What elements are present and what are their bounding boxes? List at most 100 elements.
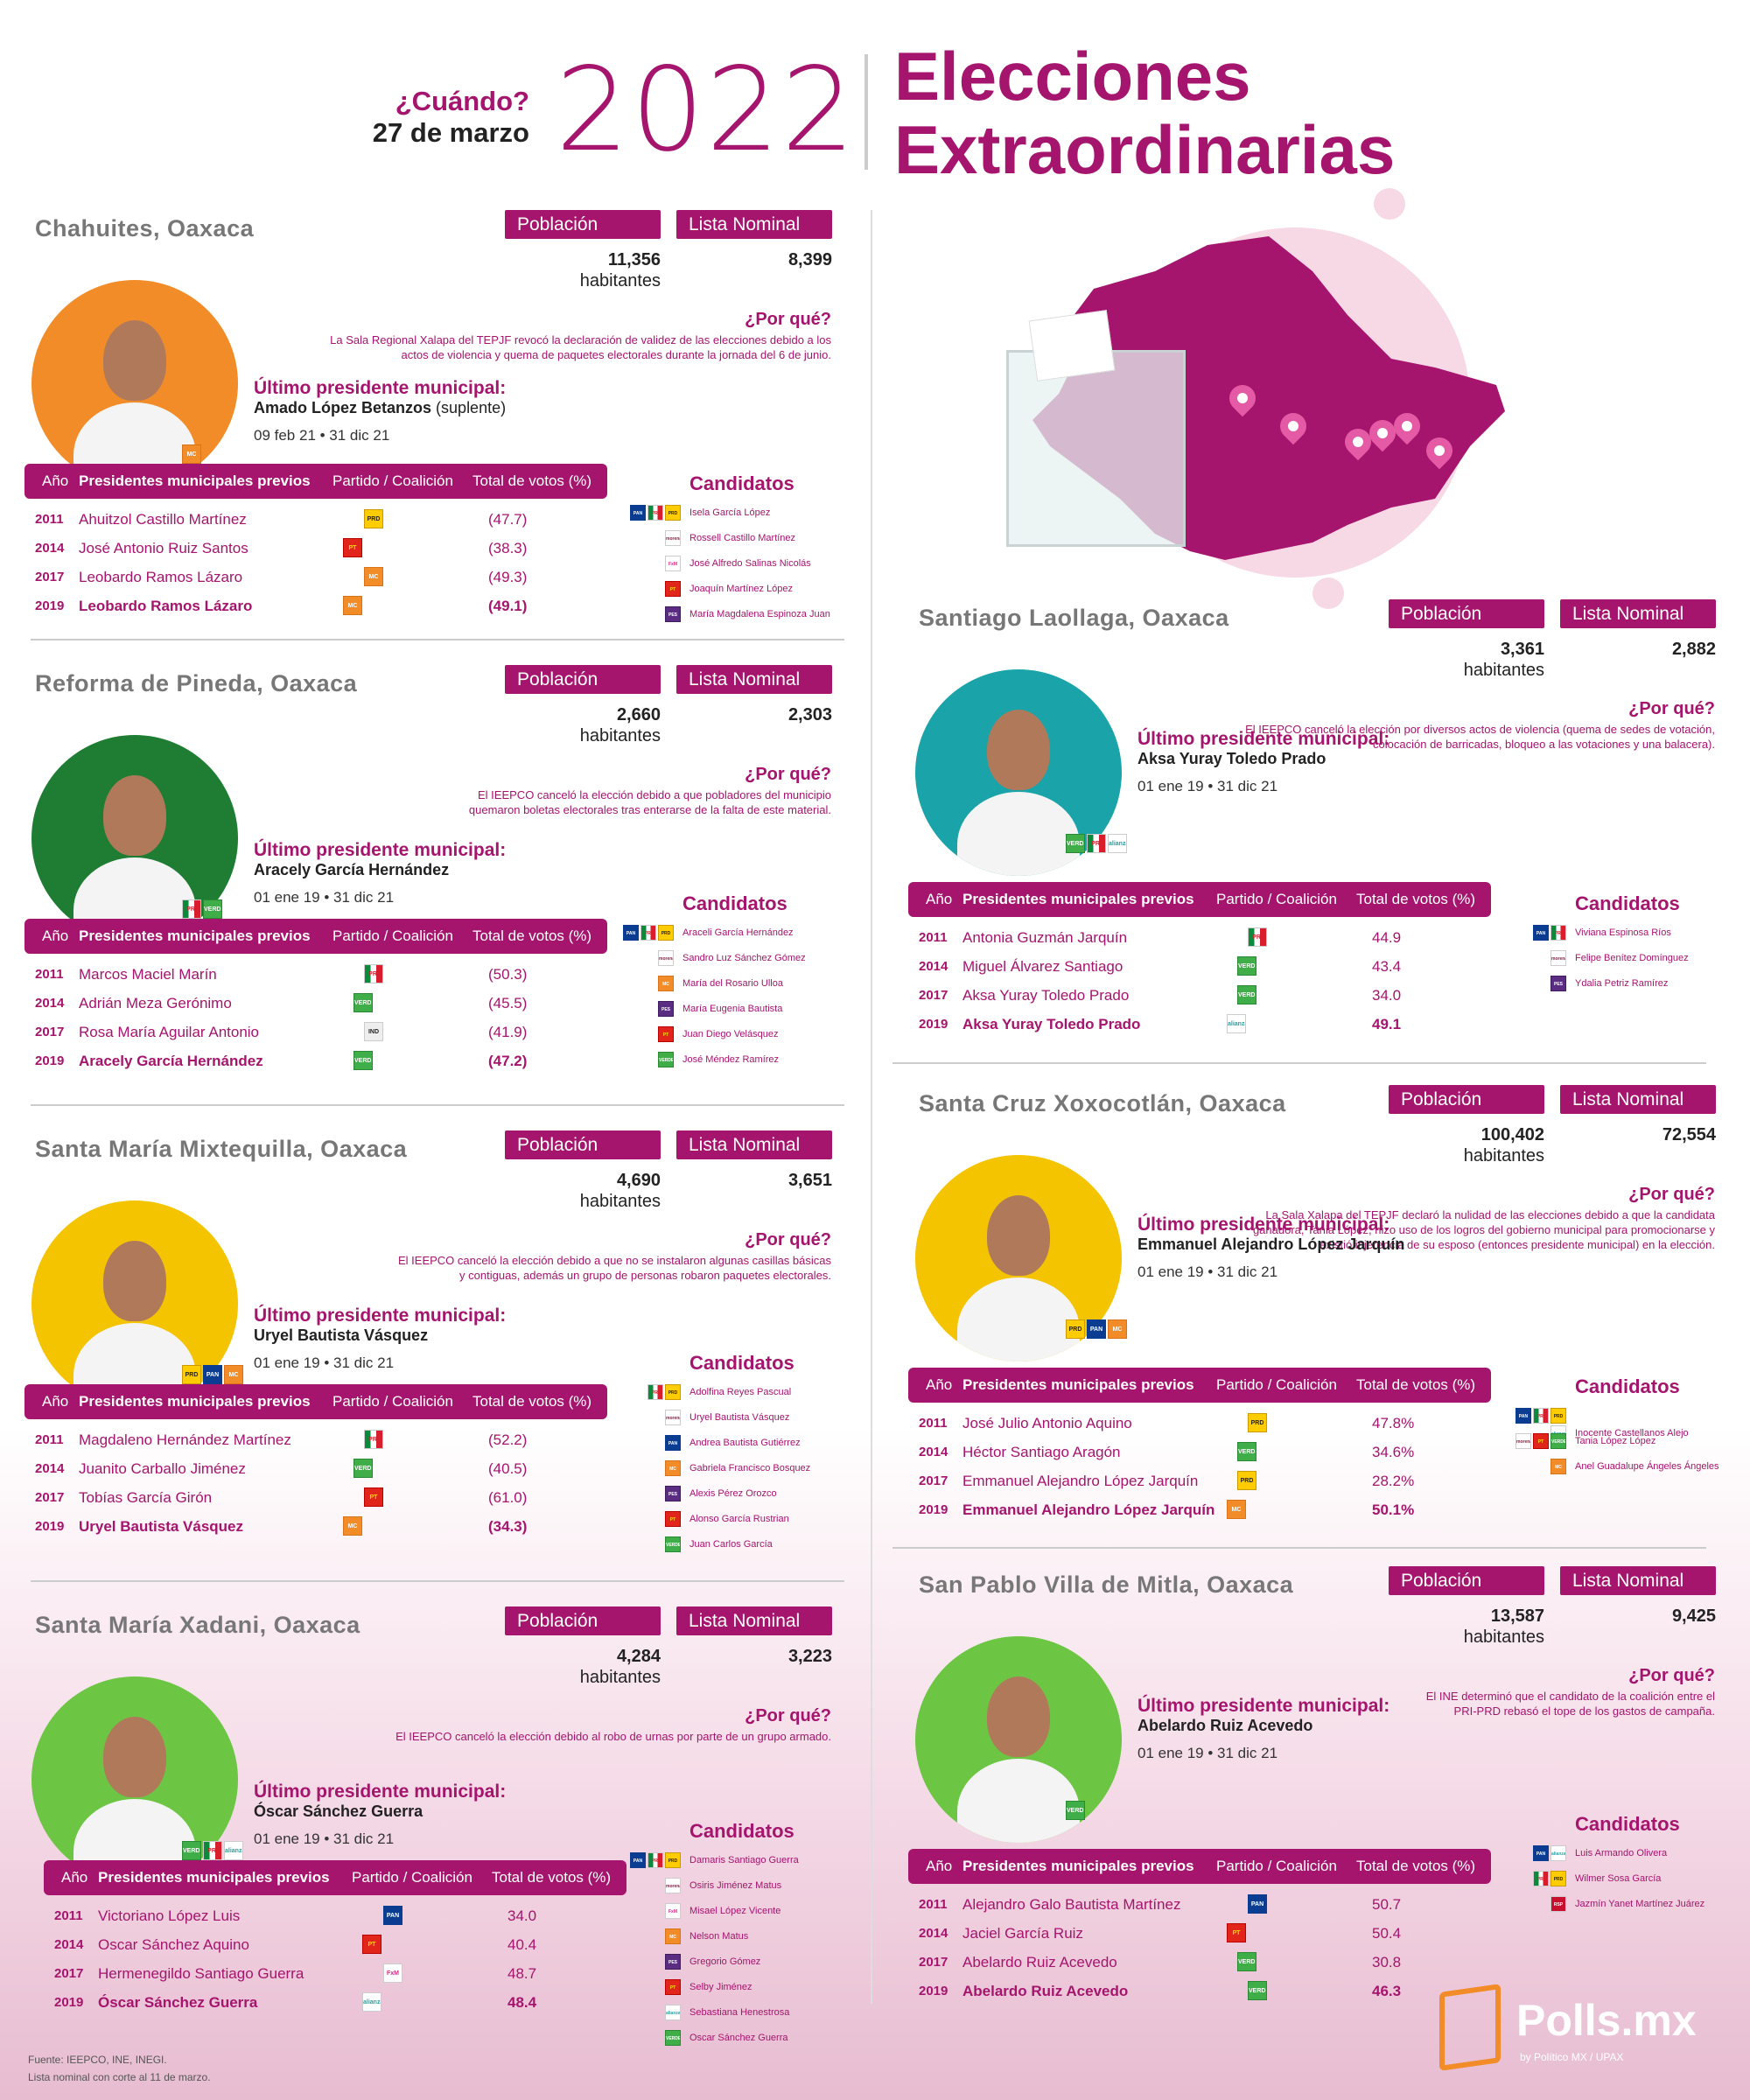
por-que-label: ¿Por qué?: [1628, 1185, 1715, 1204]
party-logo-mc-icon: MC: [1108, 1320, 1127, 1339]
candidate-name: María del Rosario Ulloa: [682, 978, 783, 989]
por-que-text: El INE determinó que el candidato de la …: [1425, 1690, 1715, 1703]
row-votes: (47.2): [488, 1053, 528, 1069]
row-year: 2014: [35, 1461, 65, 1476]
candidate-parties: morena: [612, 949, 676, 967]
table-row: 2011 Marcos Maciel Marín PRI (50.3): [24, 964, 607, 985]
candidate-name: José Méndez Ramírez: [682, 1054, 780, 1065]
table-row: 2011 Victoriano López Luis PAN 34.0: [44, 1906, 626, 1927]
candidate-item: morena PT VERDE Tania López López: [1505, 1432, 1732, 1452]
party-logo-pt-icon: PT: [665, 1979, 681, 1996]
row-year: 2014: [919, 959, 948, 974]
row-president: Jaciel García Ruiz: [962, 1925, 1083, 1942]
candidate-item: MC Gabriela Francisco Bosquez: [620, 1460, 847, 1479]
candidate-item: morena Uryel Bautista Vásquez: [620, 1409, 847, 1428]
lista-nominal-value: 72,554: [1662, 1125, 1716, 1144]
candidate-parties: PES: [1505, 975, 1568, 992]
party-logo-verde-icon: VERDE: [1248, 1981, 1267, 2000]
row-president: Oscar Sánchez Aquino: [98, 1936, 249, 1953]
lista-nominal-value: 2,303: [788, 705, 832, 724]
ultimo-presidente-label: Último presidente municipal:: [254, 1306, 507, 1326]
table-header-partido: Partido / Coalición: [1216, 1858, 1337, 1874]
por-que-text: La Sala Regional Xalapa del TEPJF revocó…: [330, 333, 831, 346]
municipio-name: Chahuites, Oaxaca: [35, 215, 255, 242]
row-votes: 48.7: [508, 1965, 537, 1982]
row-president: Óscar Sánchez Guerra: [98, 1994, 258, 2011]
candidate-parties: PES: [612, 1000, 676, 1018]
party-logo-fxm-icon: FxM: [665, 556, 681, 572]
row-votes: (34.3): [488, 1518, 528, 1535]
table-header-partido: Partido / Coalición: [1216, 891, 1337, 907]
candidatos-title: Candidatos: [1575, 892, 1680, 914]
row-votes: 43.4: [1372, 958, 1402, 975]
candidate-item: MC Nelson Matus: [620, 1928, 847, 1947]
ultimo-presidente-label: Último presidente municipal:: [1138, 729, 1390, 749]
lista-nominal-label: Lista Nominal: [1560, 599, 1716, 628]
candidate-name: Andrea Bautista Gutiérrez: [690, 1438, 801, 1448]
row-year: 2014: [54, 1937, 84, 1952]
party-logo-verde-icon: VERDE: [354, 1051, 373, 1070]
candidate-item: FxM José Alfredo Salinas Nicolás: [620, 555, 847, 574]
row-votes: (41.9): [488, 1024, 528, 1040]
habitantes-label: habitantes: [1463, 1146, 1544, 1166]
row-year: 2019: [54, 1995, 84, 2010]
table-header-partido: Partido / Coalición: [332, 928, 453, 944]
party-logo-verde-icon: VERDE: [1066, 1801, 1085, 1820]
president-portrait: [32, 1200, 238, 1407]
term-dates: 01 ene 19 • 31 dic 21: [254, 889, 395, 906]
party-logo-pes-icon: PES: [665, 1954, 681, 1970]
ultimo-presidente-name: Abelardo Ruiz Acevedo: [1138, 1717, 1312, 1735]
candidate-parties: PAN PRI: [1505, 924, 1568, 942]
candidate-parties: PAN: [620, 1434, 682, 1452]
table-header-votos: Total de votos (%): [1356, 1376, 1476, 1393]
candidate-parties: morena PT VERDE: [1505, 1432, 1568, 1450]
year: 2022: [556, 43, 857, 178]
president-name: Amado López Betanzos: [254, 399, 432, 416]
row-president: Juanito Carballo Jiménez: [79, 1460, 246, 1477]
party-logo-ind-icon: IND: [364, 1022, 383, 1041]
president-name: Emmanuel Alejandro López Jarquín: [1138, 1236, 1405, 1253]
candidate-name: José Alfredo Salinas Nicolás: [690, 558, 811, 569]
footer-source: Fuente: IEEPCO, INE, INEGI.: [28, 2054, 167, 2066]
candidate-item: RSP Jazmín Yanet Martínez Juárez: [1505, 1895, 1732, 1914]
municipio-name: Santa María Mixtequilla, Oaxaca: [35, 1136, 408, 1162]
table-header-presidentes: Presidentes municipales previos: [962, 1858, 1194, 1874]
candidate-parties: PT: [612, 1026, 676, 1043]
candidate-item: PT Selby Jiménez: [620, 1978, 847, 1998]
candidate-name: Araceli García Hernández: [682, 928, 794, 938]
candidate-name: Misael López Vicente: [690, 1906, 781, 1916]
row-year: 2019: [919, 1502, 948, 1517]
portrait-figure: [957, 1278, 1080, 1362]
lista-nominal-label: Lista Nominal: [1560, 1566, 1716, 1595]
row-votes: (52.2): [488, 1432, 528, 1448]
party-logo-verde-icon: VERDE: [354, 993, 373, 1012]
candidatos-title: Candidatos: [1575, 1813, 1680, 1835]
habitantes-label: habitantes: [1463, 1628, 1544, 1647]
ultimo-presidente-name: Amado López Betanzos (suplente): [254, 399, 506, 417]
table-header-presidentes: Presidentes municipales previos: [962, 1376, 1194, 1393]
candidate-parties: MC: [620, 1460, 682, 1477]
candidate-name: Isela García López: [690, 508, 771, 518]
portrait-figure: [957, 1759, 1080, 1843]
row-president: Antonia Guzmán Jarquín: [962, 929, 1128, 946]
party-logo-pan-icon: PAN: [1087, 1320, 1106, 1339]
table-row: 2017 Rosa María Aguilar Antonio IND (41.9): [24, 1022, 607, 1043]
row-votes: (40.5): [488, 1460, 528, 1477]
party-logo-ali-icon: alianza: [1550, 1845, 1566, 1862]
row-votes: (50.3): [488, 966, 528, 983]
party-logo-fxm-icon: FxM: [665, 1903, 681, 1920]
candidate-item: VERDE Juan Carlos García: [620, 1536, 847, 1555]
party-logo-ali-icon: alianza: [362, 1992, 382, 2012]
footer-note: Lista nominal con corte al 11 de marzo.: [28, 2071, 211, 2083]
row-votes: (38.3): [488, 540, 528, 556]
party-logo-pri-icon: PRI: [1248, 928, 1267, 947]
candidatos-title: Candidatos: [690, 1352, 794, 1374]
row-votes: (47.7): [488, 511, 528, 528]
table-header-anio: Año: [926, 1858, 953, 1874]
party-logo-pan-icon: PAN: [1533, 925, 1549, 942]
